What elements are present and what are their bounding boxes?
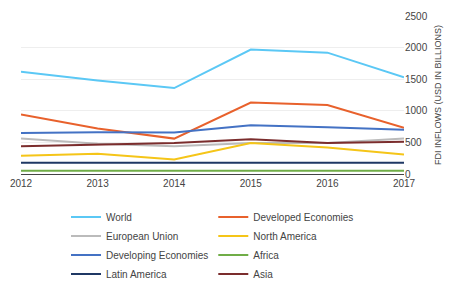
svg-text:2017: 2017	[393, 178, 416, 189]
svg-text:2015: 2015	[240, 178, 263, 189]
svg-text:World: World	[106, 212, 132, 223]
svg-text:2500: 2500	[405, 11, 428, 22]
svg-text:2016: 2016	[316, 178, 339, 189]
svg-text:North America: North America	[253, 231, 317, 242]
svg-text:500: 500	[405, 137, 422, 148]
svg-text:2014: 2014	[163, 178, 186, 189]
svg-text:Developed Economies: Developed Economies	[253, 212, 353, 223]
svg-text:2000: 2000	[405, 42, 428, 53]
svg-text:0: 0	[405, 169, 411, 180]
svg-text:2013: 2013	[86, 178, 109, 189]
svg-text:FDI INFLOWS (USD IN BILLIONS): FDI INFLOWS (USD IN BILLIONS)	[433, 25, 443, 165]
svg-text:Developing Economies: Developing Economies	[106, 250, 208, 261]
svg-text:Latin America: Latin America	[106, 269, 167, 280]
svg-text:2012: 2012	[10, 178, 33, 189]
svg-text:Asia: Asia	[253, 269, 273, 280]
svg-text:Africa: Africa	[253, 250, 279, 261]
svg-text:European Union: European Union	[106, 231, 178, 242]
svg-text:1000: 1000	[405, 105, 428, 116]
svg-text:1500: 1500	[405, 74, 428, 85]
